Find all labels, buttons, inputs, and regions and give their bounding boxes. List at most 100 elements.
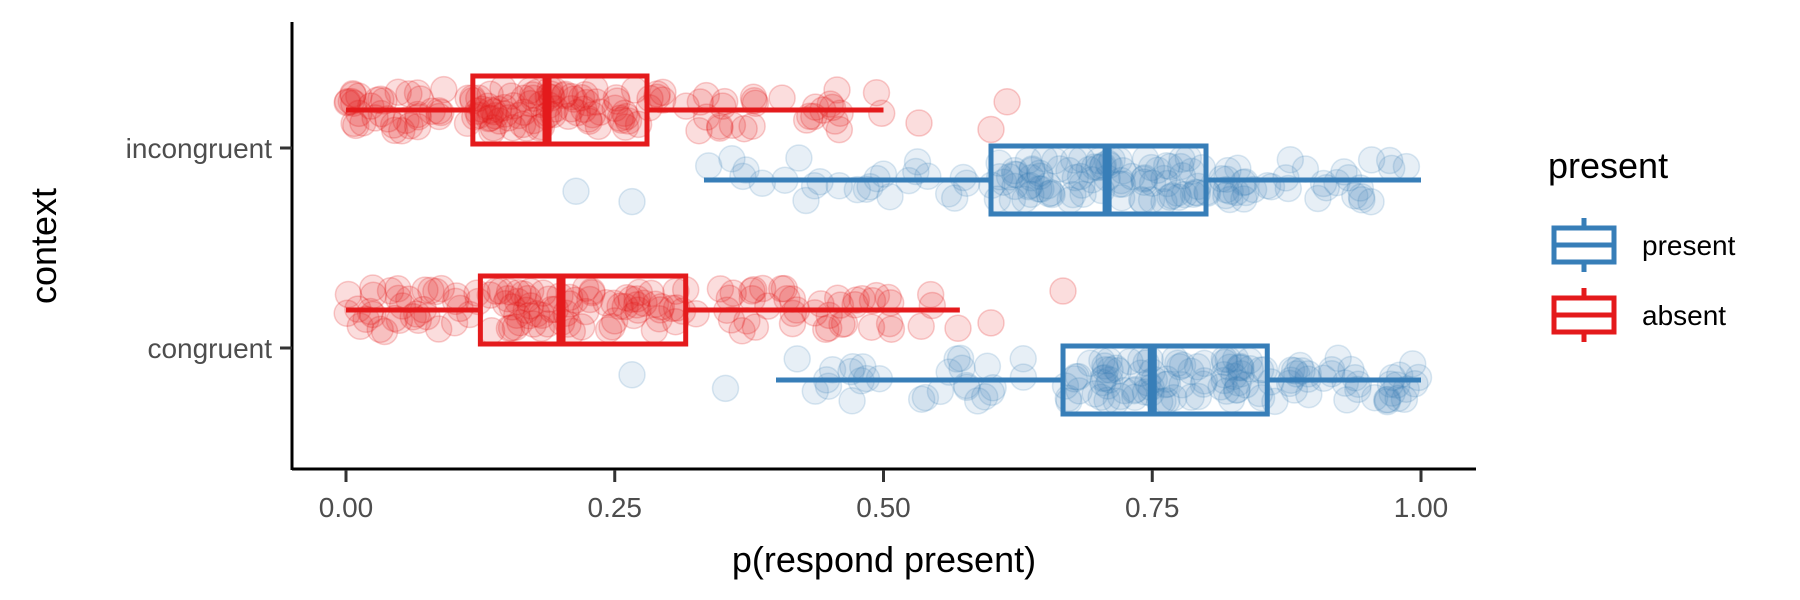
data-point — [1035, 179, 1063, 208]
data-point — [1091, 356, 1120, 384]
data-point — [1104, 357, 1133, 385]
data-point — [1223, 375, 1251, 404]
data-point — [1091, 352, 1119, 380]
data-point — [602, 84, 631, 112]
data-point — [1045, 155, 1074, 183]
data-point — [1059, 180, 1087, 209]
data-point — [1189, 370, 1218, 398]
data-point — [754, 292, 782, 320]
data-point — [417, 276, 445, 305]
legend: present present absent — [1548, 145, 1736, 342]
data-point — [503, 301, 531, 329]
y-tick-label: incongruent — [126, 133, 273, 164]
data-point — [852, 175, 881, 203]
data-point — [1138, 169, 1167, 197]
data-point — [1207, 373, 1235, 401]
data-point — [640, 316, 669, 344]
data-point — [1025, 159, 1054, 188]
data-point — [970, 383, 999, 411]
data-point — [946, 344, 975, 373]
iqr-box — [477, 273, 689, 347]
data-point — [800, 172, 829, 200]
data-point — [1054, 384, 1083, 413]
data-point — [783, 345, 811, 373]
data-point — [1163, 179, 1192, 207]
data-point — [867, 99, 896, 128]
data-point — [1153, 169, 1182, 198]
data-point — [567, 84, 596, 112]
x-tick-label: 0.00 — [319, 492, 374, 523]
data-point — [730, 114, 758, 143]
data-point — [812, 315, 840, 344]
legend-title: present — [1548, 145, 1668, 186]
data-point — [1117, 162, 1146, 191]
data-point — [476, 80, 504, 108]
data-point — [709, 92, 737, 120]
data-point — [1087, 383, 1115, 411]
data-point — [1170, 180, 1199, 209]
data-point — [504, 279, 532, 307]
data-point — [1280, 356, 1309, 385]
data-point — [1095, 366, 1124, 394]
data-point — [600, 307, 629, 335]
data-point — [1230, 185, 1258, 213]
data-point — [1016, 171, 1044, 200]
data-point — [646, 296, 675, 324]
data-point — [499, 113, 527, 142]
data-point — [582, 88, 610, 116]
data-point — [509, 280, 538, 308]
x-axis-title: p(respond present) — [732, 539, 1036, 580]
data-point — [647, 292, 676, 321]
data-point — [1341, 182, 1369, 210]
data-point — [572, 297, 600, 326]
data-point — [529, 279, 557, 307]
data-point — [728, 317, 756, 345]
data-point — [1224, 369, 1252, 397]
box-present-incongruent — [703, 143, 1421, 217]
data-point — [601, 94, 629, 123]
data-point — [352, 305, 380, 334]
data-point — [738, 277, 766, 305]
data-point — [1066, 162, 1095, 191]
data-point — [907, 312, 935, 341]
x-tick-label: 0.50 — [856, 492, 911, 523]
data-point — [1168, 371, 1196, 399]
data-point — [623, 285, 651, 313]
data-point — [1152, 151, 1181, 180]
data-point — [497, 314, 526, 342]
data-point — [1038, 180, 1066, 209]
data-point — [711, 374, 740, 403]
data-point — [514, 284, 542, 313]
data-point — [1229, 168, 1258, 197]
data-point — [1014, 172, 1043, 201]
data-point — [1212, 181, 1240, 210]
data-point — [792, 106, 821, 134]
data-point — [1222, 376, 1251, 404]
data-point — [952, 169, 981, 197]
data-point — [618, 361, 646, 389]
data-point — [498, 293, 526, 321]
data-point — [411, 276, 439, 304]
data-point — [1055, 156, 1083, 185]
data-point — [875, 309, 904, 338]
data-point — [1373, 387, 1402, 416]
data-point — [424, 315, 453, 343]
data-point — [672, 92, 700, 120]
legend-label-present: present — [1642, 230, 1736, 261]
data-point — [1018, 156, 1046, 185]
data-point — [823, 76, 851, 104]
data-point — [516, 292, 545, 320]
data-point — [1164, 349, 1192, 377]
data-point — [508, 110, 537, 139]
data-point — [706, 112, 734, 140]
x-tick-label: 0.25 — [588, 492, 643, 523]
data-point — [1009, 363, 1038, 391]
data-point — [1144, 156, 1172, 184]
data-point — [903, 148, 932, 176]
data-point — [1130, 165, 1158, 193]
data-point — [1034, 171, 1062, 200]
data-point — [1212, 176, 1240, 204]
data-point — [610, 99, 639, 128]
data-point — [1220, 362, 1248, 391]
data-point — [1181, 178, 1210, 207]
